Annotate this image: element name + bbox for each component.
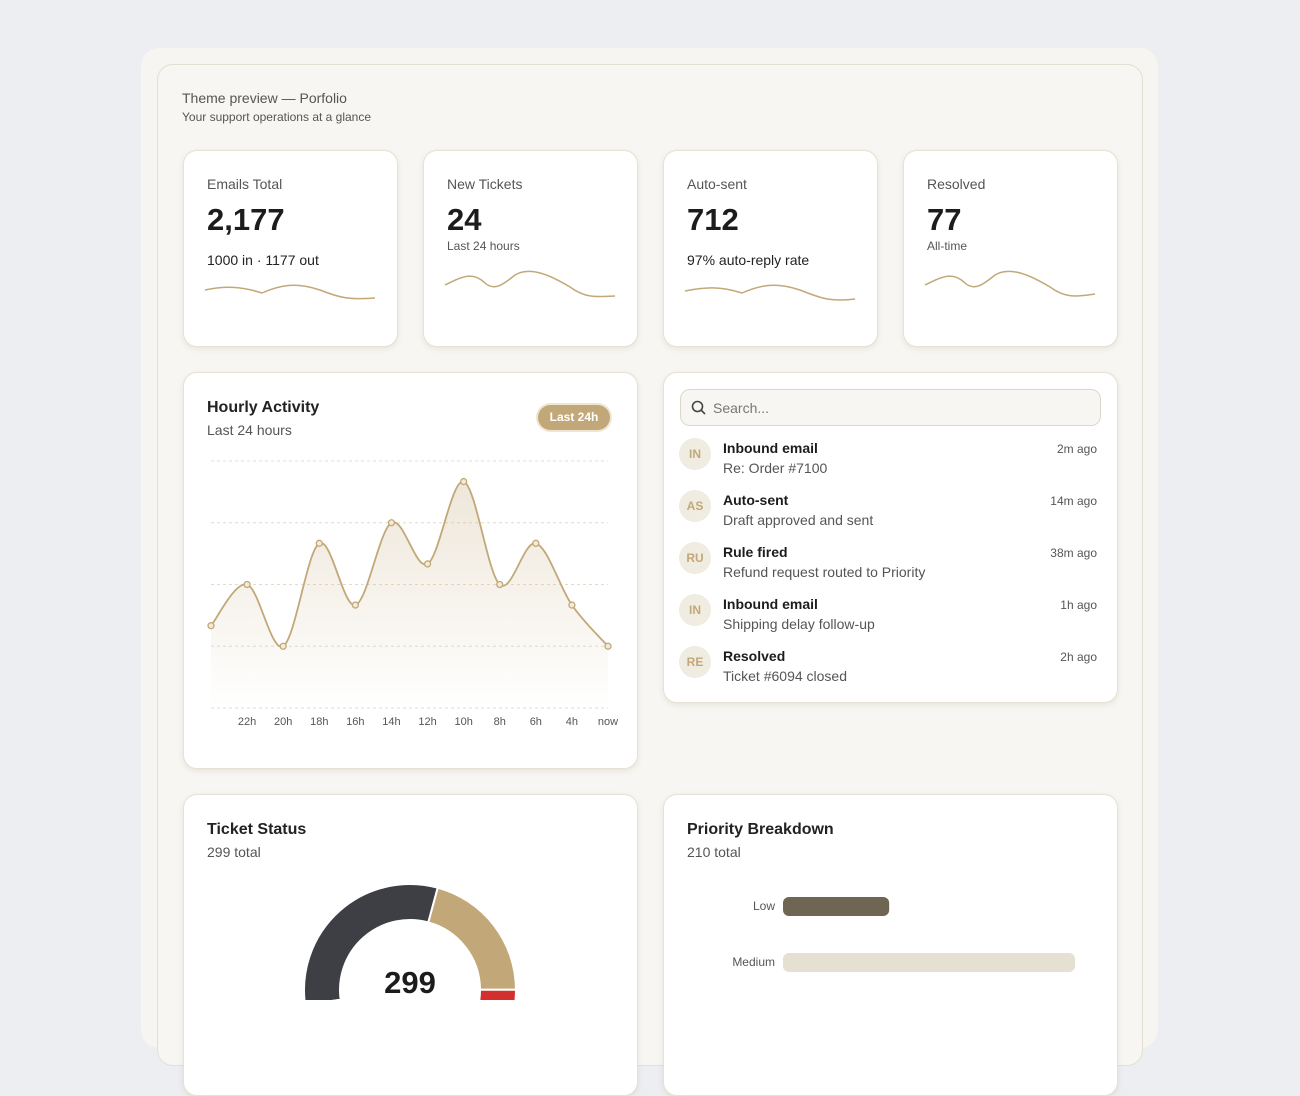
- x-tick-label: 4h: [566, 716, 578, 728]
- point: [352, 602, 358, 608]
- point: [605, 643, 611, 649]
- x-tick-label: 10h: [454, 716, 472, 728]
- sparkline: [925, 271, 1095, 296]
- point: [208, 623, 214, 629]
- sparkline: [685, 285, 855, 300]
- donut-center-label: 299: [384, 965, 436, 1000]
- x-tick-label: 14h: [382, 716, 400, 728]
- point: [569, 602, 575, 608]
- point: [316, 540, 322, 546]
- point: [244, 582, 250, 588]
- bar: [783, 897, 889, 916]
- donut-segment: [471, 990, 516, 1000]
- bar-label: Low: [753, 899, 775, 913]
- x-tick-label: 16h: [346, 716, 364, 728]
- x-tick-label: 6h: [530, 716, 542, 728]
- x-tick-label: 12h: [418, 716, 436, 728]
- x-tick-label: 18h: [310, 716, 328, 728]
- sparklines: [205, 271, 1095, 300]
- point: [280, 643, 286, 649]
- x-tick-label: 22h: [238, 716, 256, 728]
- x-tick-label: 8h: [494, 716, 506, 728]
- x-tick-label: now: [598, 716, 618, 728]
- sparkline: [445, 271, 615, 296]
- area: [211, 481, 608, 708]
- point: [461, 479, 467, 485]
- page: Theme preview — Porfolio Your support op…: [0, 0, 1300, 1000]
- point: [388, 520, 394, 526]
- point: [497, 582, 503, 588]
- charts-layer: 22h 20h 18h 16h 14h 12h 10h 8h 6h 4h now 299 Low Medi…: [0, 0, 1300, 1000]
- bar-label: Medium: [732, 955, 775, 969]
- x-tick-label: 20h: [274, 716, 292, 728]
- donut-segment: [428, 888, 516, 990]
- sparkline: [205, 285, 375, 298]
- bar: [783, 953, 1075, 972]
- point: [533, 540, 539, 546]
- point: [425, 561, 431, 567]
